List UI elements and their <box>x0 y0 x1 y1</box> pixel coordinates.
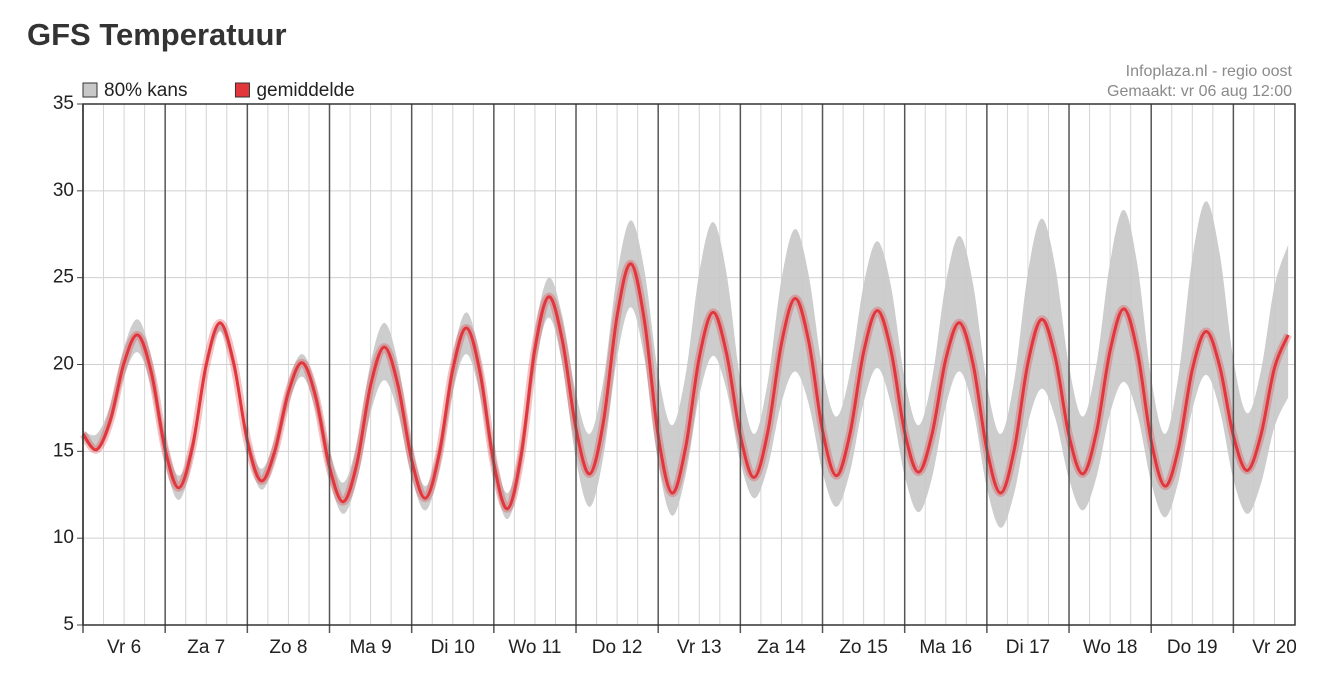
x-labels: Vr 6 Za 7 Zo 8 Ma 9 Di 10 Wo 11 Do 12 Vr 13 Za 1… <box>107 637 1297 658</box>
y-tick-label: 20 <box>53 354 74 375</box>
x-tick-label: Ma 9 <box>349 637 391 658</box>
y-tick-label: 10 <box>53 527 74 548</box>
x-tick-label: Wo 18 <box>1083 637 1138 658</box>
legend-swatch <box>82 82 98 98</box>
legend-swatch <box>234 82 250 98</box>
x-tick-label: Zo 8 <box>269 637 307 658</box>
x-tick-label: Vr 20 <box>1252 637 1297 658</box>
y-tick-label: 25 <box>53 267 74 288</box>
x-tick-label: Wo 11 <box>508 637 561 658</box>
x-tick-label: Za 7 <box>187 637 225 658</box>
y-tick-label: 30 <box>53 180 74 201</box>
credit: Infoplaza.nl - regio oost <box>1126 63 1293 80</box>
page-title: GFS Temperatuur <box>27 17 287 52</box>
credit: Gemaakt: vr 06 aug 12:00 <box>1107 83 1292 100</box>
x-tick-label: Do 12 <box>592 637 643 658</box>
legend-label: gemiddelde <box>256 80 354 101</box>
x-tick-label: Za 14 <box>757 637 806 658</box>
y-tick-label: 35 <box>53 93 74 114</box>
line <box>81 262 1290 511</box>
x-tick-label: Zo 15 <box>839 637 888 658</box>
y-tick-label: 5 <box>63 614 74 635</box>
x-tick-label: Vr 6 <box>107 637 141 658</box>
x-tick-label: Do 19 <box>1167 637 1218 658</box>
x-tick-label: Ma 16 <box>919 637 972 658</box>
x-tick-label: Vr 13 <box>677 637 722 658</box>
legend-label: 80% kans <box>104 80 187 101</box>
x-tick-label: Di 17 <box>1006 637 1050 658</box>
y-tick-label: 15 <box>53 440 74 461</box>
x-tick-label: Di 10 <box>431 637 475 658</box>
plot-frame <box>82 103 1296 626</box>
